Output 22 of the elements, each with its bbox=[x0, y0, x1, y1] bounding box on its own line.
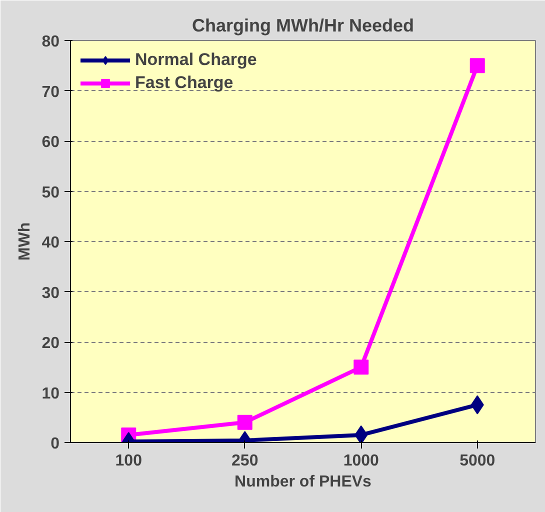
y-tick-label: 40 bbox=[42, 234, 60, 252]
y-tick-label: 50 bbox=[42, 184, 60, 202]
x-tick-label: 1000 bbox=[343, 452, 380, 470]
y-tick-label: 60 bbox=[42, 134, 60, 151]
y-tick-label: 20 bbox=[42, 335, 60, 352]
y-tick-label: 70 bbox=[42, 84, 60, 101]
chart-title: Charging MWh/Hr Needed bbox=[192, 16, 414, 36]
legend-label: Fast Charge bbox=[135, 73, 234, 93]
point bbox=[354, 425, 368, 442]
point bbox=[354, 360, 369, 375]
y-tick-label: 10 bbox=[42, 385, 60, 402]
x-axis-title: Number of PHEVs bbox=[234, 474, 372, 490]
y-axis-title: MWh bbox=[16, 222, 34, 261]
y-tick-label: 30 bbox=[42, 284, 60, 302]
x-tick-label: 100 bbox=[115, 452, 142, 470]
y-tick-label: 80 bbox=[42, 34, 60, 50]
x-tick-label: 250 bbox=[232, 452, 258, 470]
y-tick-label: 0 bbox=[50, 436, 60, 452]
point bbox=[237, 414, 252, 430]
point bbox=[470, 58, 485, 74]
legend-label: Normal Charge bbox=[135, 50, 257, 70]
x-tick-label: 5000 bbox=[460, 452, 496, 470]
